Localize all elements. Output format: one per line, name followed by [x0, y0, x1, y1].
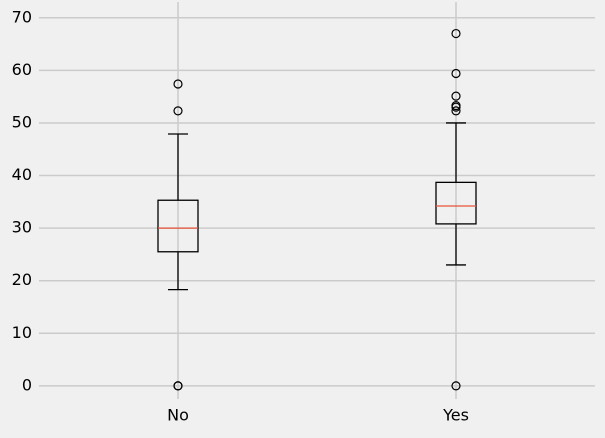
y-tick-label: 40 [12, 165, 32, 184]
outlier [173, 79, 183, 89]
y-tick-label: 30 [12, 218, 32, 237]
x-tick-label: No [167, 406, 189, 425]
box [157, 199, 199, 253]
box [435, 181, 477, 225]
outlier [451, 28, 461, 39]
y-tick-label: 60 [12, 60, 32, 79]
y-tick-label: 50 [12, 112, 32, 131]
outlier [451, 91, 461, 101]
outlier [451, 68, 461, 79]
outlier [173, 106, 183, 116]
y-tick-label: 0 [22, 375, 32, 394]
y-tick-label: 70 [12, 7, 32, 26]
y-tick-label: 10 [12, 323, 32, 342]
outlier [173, 381, 183, 391]
outlier [451, 381, 461, 391]
outlier [451, 100, 461, 111]
y-tick-label: 20 [12, 270, 32, 289]
x-tick-label: Yes [442, 406, 469, 425]
outlier [451, 106, 461, 116]
